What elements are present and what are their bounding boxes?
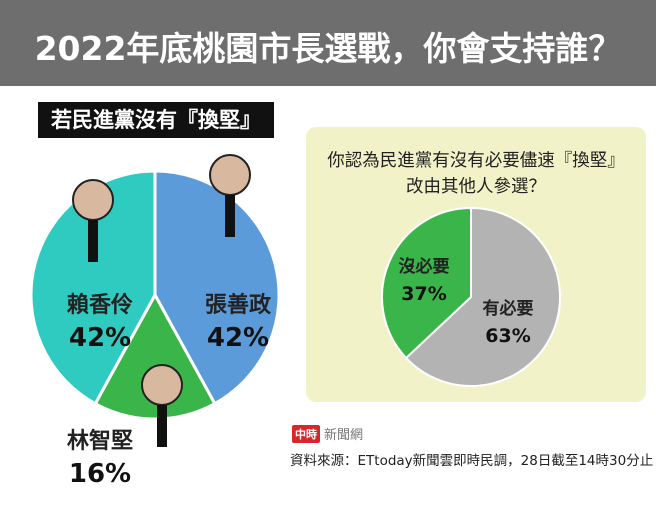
slice-value-label: 63% bbox=[485, 325, 530, 347]
slice-label: 賴香伶 bbox=[67, 292, 133, 318]
logo-mark: 中時 bbox=[292, 424, 320, 443]
right-chart-title: 你認為民進黨有沒有必要儘速『換堅』 改由其他人參選？ bbox=[306, 148, 646, 200]
slice-label: 沒必要 bbox=[399, 256, 450, 277]
candidate-photo bbox=[141, 364, 183, 406]
slice-value-label: 16% bbox=[69, 459, 131, 489]
candidate-body bbox=[157, 405, 167, 447]
slice-value-label: 37% bbox=[401, 283, 446, 305]
title-line: 改由其他人參選？ bbox=[406, 177, 546, 197]
page-title: 2022年底桃園市長選戰，你會支持誰？ bbox=[34, 29, 622, 68]
slice-label: 有必要 bbox=[483, 298, 534, 319]
title-line: 你認為民進黨有沒有必要儘速『換堅』 bbox=[327, 151, 625, 171]
candidate-photo bbox=[72, 179, 114, 221]
title-bar bbox=[0, 0, 656, 86]
candidate-body bbox=[88, 220, 98, 262]
candidate-body bbox=[225, 195, 235, 237]
pie-slice-1 bbox=[93, 291, 217, 421]
chinatimes-logo: 中時 新聞網 bbox=[292, 424, 363, 443]
slice-label: 張善政 bbox=[205, 292, 272, 318]
source-note: 資料來源：ETtoday新聞雲即時民調，28日截至14時30分止 bbox=[290, 453, 654, 469]
slice-value-label: 42% bbox=[69, 323, 131, 353]
slice-label: 林智堅 bbox=[67, 428, 133, 454]
logo-text: 新聞網 bbox=[324, 428, 364, 443]
slice-value-label: 42% bbox=[207, 323, 269, 353]
pie-slice-1 bbox=[381, 206, 472, 360]
pie-slice-2 bbox=[29, 169, 157, 406]
pie-slice-0 bbox=[153, 169, 281, 406]
pie-slice-0 bbox=[404, 206, 561, 387]
left-chart-title: 若民進黨沒有『換堅』 bbox=[38, 102, 274, 138]
candidate-photo bbox=[209, 154, 251, 196]
